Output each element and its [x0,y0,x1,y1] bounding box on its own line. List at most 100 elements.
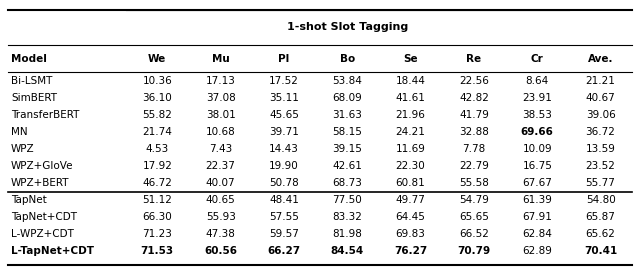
Text: 71.53: 71.53 [141,246,174,257]
Text: 66.52: 66.52 [459,229,489,239]
Text: 69.66: 69.66 [521,127,554,137]
Text: 17.52: 17.52 [269,76,299,86]
Text: Se: Se [403,54,418,64]
Text: 32.88: 32.88 [459,127,489,137]
Text: 21.74: 21.74 [142,127,172,137]
Text: 24.21: 24.21 [396,127,426,137]
Text: 48.41: 48.41 [269,195,299,205]
Text: 18.44: 18.44 [396,76,426,86]
Text: 62.89: 62.89 [522,246,552,257]
Text: 21.21: 21.21 [586,76,616,86]
Text: WPZ: WPZ [11,144,35,154]
Text: We: We [148,54,166,64]
Text: SimBERT: SimBERT [11,93,57,103]
Text: 65.65: 65.65 [459,212,489,222]
Text: 10.36: 10.36 [143,76,172,86]
Text: 61.39: 61.39 [522,195,552,205]
Text: 22.30: 22.30 [396,161,426,171]
Text: 70.41: 70.41 [584,246,617,257]
Text: 57.55: 57.55 [269,212,299,222]
Text: 70.79: 70.79 [458,246,490,257]
Text: 41.61: 41.61 [396,93,426,103]
Text: 83.32: 83.32 [332,212,362,222]
Text: TapNet: TapNet [11,195,47,205]
Text: 54.80: 54.80 [586,195,616,205]
Text: 84.54: 84.54 [331,246,364,257]
Text: 54.79: 54.79 [459,195,489,205]
Text: 47.38: 47.38 [205,229,236,239]
Text: 39.71: 39.71 [269,127,299,137]
Text: 36.10: 36.10 [143,93,172,103]
Text: Re: Re [467,54,481,64]
Text: 40.67: 40.67 [586,93,616,103]
Text: Bi-LSMT: Bi-LSMT [11,76,52,86]
Text: 35.11: 35.11 [269,93,299,103]
Text: 40.07: 40.07 [206,178,236,188]
Text: 8.64: 8.64 [525,76,549,86]
Text: 17.13: 17.13 [205,76,236,86]
Text: 55.82: 55.82 [142,110,172,120]
Text: 10.09: 10.09 [522,144,552,154]
Text: 67.91: 67.91 [522,212,552,222]
Text: 62.84: 62.84 [522,229,552,239]
Text: 46.72: 46.72 [142,178,172,188]
Text: 17.92: 17.92 [142,161,172,171]
Text: 13.59: 13.59 [586,144,616,154]
Text: 60.81: 60.81 [396,178,426,188]
Text: 39.06: 39.06 [586,110,616,120]
Text: 45.65: 45.65 [269,110,299,120]
Text: 55.77: 55.77 [586,178,616,188]
Text: 65.87: 65.87 [586,212,616,222]
Text: 64.45: 64.45 [396,212,426,222]
Text: Pl: Pl [278,54,289,64]
Text: 7.78: 7.78 [462,144,486,154]
Text: 14.43: 14.43 [269,144,299,154]
Text: 60.56: 60.56 [204,246,237,257]
Text: Cr: Cr [531,54,543,64]
Text: WPZ+GloVe: WPZ+GloVe [11,161,74,171]
Text: 10.68: 10.68 [205,127,236,137]
Text: L-WPZ+CDT: L-WPZ+CDT [11,229,74,239]
Text: 23.52: 23.52 [586,161,616,171]
Text: 4.53: 4.53 [146,144,169,154]
Text: 39.15: 39.15 [332,144,362,154]
Text: 42.61: 42.61 [332,161,362,171]
Text: 58.15: 58.15 [332,127,362,137]
Text: 77.50: 77.50 [332,195,362,205]
Text: 1-shot Slot Tagging: 1-shot Slot Tagging [287,22,408,32]
Text: Bo: Bo [340,54,355,64]
Text: 65.62: 65.62 [586,229,616,239]
Text: 49.77: 49.77 [396,195,426,205]
Text: 59.57: 59.57 [269,229,299,239]
Text: TransferBERT: TransferBERT [11,110,79,120]
Text: 22.56: 22.56 [459,76,489,86]
Text: 7.43: 7.43 [209,144,232,154]
Text: 23.91: 23.91 [522,93,552,103]
Text: 36.72: 36.72 [586,127,616,137]
Text: 67.67: 67.67 [522,178,552,188]
Text: 69.83: 69.83 [396,229,426,239]
Text: 76.27: 76.27 [394,246,428,257]
Text: 55.58: 55.58 [459,178,489,188]
Text: 81.98: 81.98 [332,229,362,239]
Text: 16.75: 16.75 [522,161,552,171]
Text: TapNet+CDT: TapNet+CDT [11,212,77,222]
Text: 11.69: 11.69 [396,144,426,154]
Text: 21.96: 21.96 [396,110,426,120]
Text: Mu: Mu [212,54,230,64]
Text: 22.37: 22.37 [205,161,236,171]
Text: Ave.: Ave. [588,54,613,64]
Text: L-TapNet+CDT: L-TapNet+CDT [11,246,94,257]
Text: 66.30: 66.30 [143,212,172,222]
Text: 55.93: 55.93 [205,212,236,222]
Text: 42.82: 42.82 [459,93,489,103]
Text: 53.84: 53.84 [332,76,362,86]
Text: 37.08: 37.08 [205,93,236,103]
Text: 68.73: 68.73 [332,178,362,188]
Text: 71.23: 71.23 [142,229,172,239]
Text: 51.12: 51.12 [142,195,172,205]
Text: MN: MN [11,127,28,137]
Text: 66.27: 66.27 [268,246,301,257]
Text: 50.78: 50.78 [269,178,299,188]
Text: 68.09: 68.09 [332,93,362,103]
